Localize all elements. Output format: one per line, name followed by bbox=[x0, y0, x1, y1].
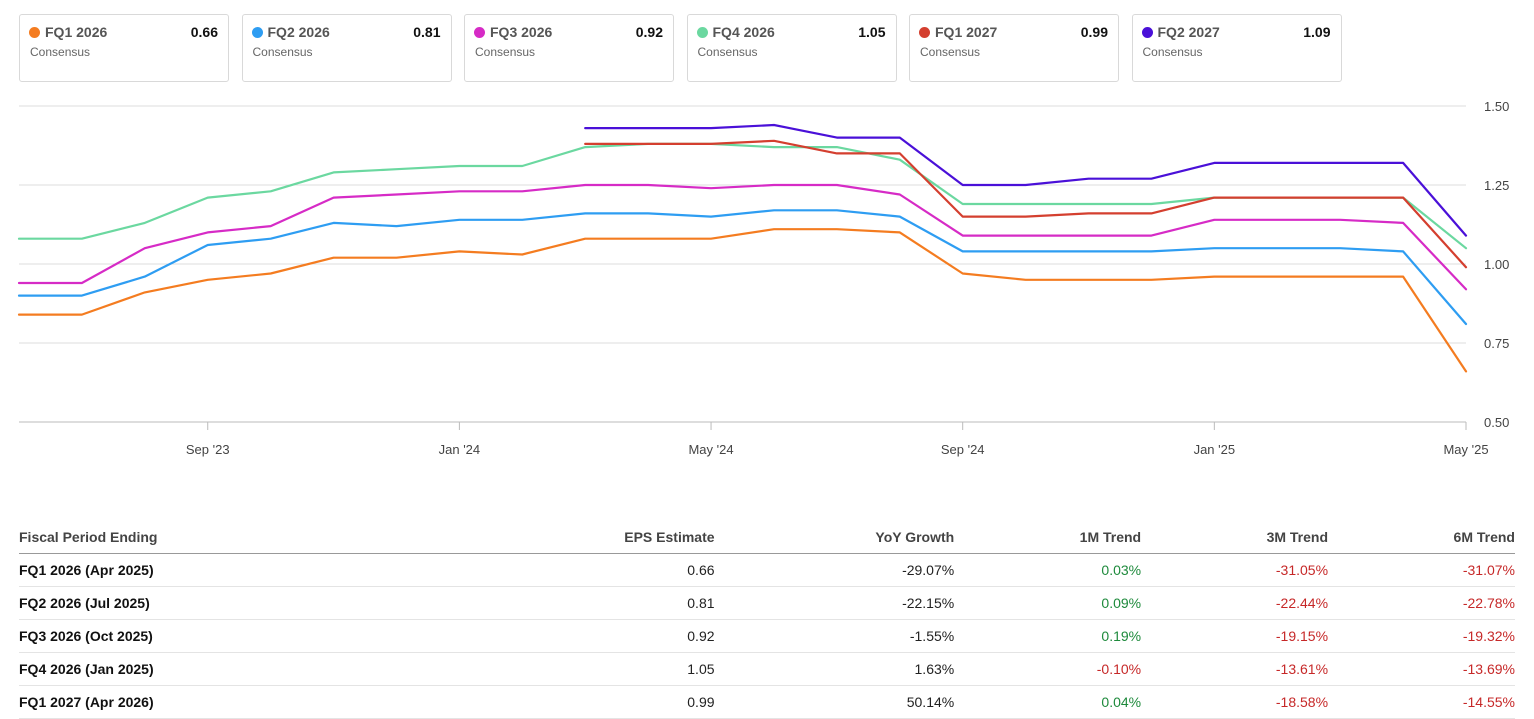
table-cell-0: FQ1 2026 (Apr 2025) bbox=[19, 553, 441, 587]
table-cell-4: -22.44% bbox=[1141, 586, 1329, 620]
table-cell-4: -19.15% bbox=[1141, 619, 1329, 653]
x-tick-label: Jan '25 bbox=[1194, 442, 1236, 457]
y-tick-label: 1.50 bbox=[1484, 99, 1509, 114]
table-cell-4: -13.61% bbox=[1141, 652, 1329, 686]
table-cell-2: -1.55% bbox=[714, 619, 955, 653]
y-tick-label: 1.25 bbox=[1484, 178, 1509, 193]
legend-series-name: FQ3 2026 bbox=[490, 24, 553, 40]
table-cell-1: 1.05 bbox=[440, 652, 715, 686]
legend-dot-icon bbox=[919, 27, 930, 38]
legend-card-0[interactable]: FQ1 2026 0.66 Consensus bbox=[19, 14, 229, 82]
table-cell-2: -29.07% bbox=[714, 553, 955, 587]
column-header-2[interactable]: YoY Growth bbox=[714, 520, 955, 554]
table-cell-0: FQ3 2026 (Oct 2025) bbox=[19, 619, 441, 653]
series-line-4 bbox=[584, 139, 1468, 269]
table-cell-2: 1.63% bbox=[714, 652, 955, 686]
table-cell-3: 0.19% bbox=[954, 619, 1142, 653]
series-line-2 bbox=[17, 183, 1468, 291]
x-tick-label: May '25 bbox=[1443, 442, 1488, 457]
table-row: FQ2 2026 (Jul 2025) 0.81 -22.15% 0.09% -22.4… bbox=[19, 586, 1515, 620]
legend-card-3[interactable]: FQ4 2026 1.05 Consensus bbox=[686, 14, 897, 82]
table-cell-0: FQ2 2026 (Jul 2025) bbox=[19, 586, 441, 620]
table-row: FQ4 2026 (Jan 2025) 1.05 1.63% -0.10% -13.61… bbox=[19, 652, 1515, 686]
table-cell-0: FQ1 2027 (Apr 2026) bbox=[19, 685, 441, 719]
column-header-4[interactable]: 3M Trend bbox=[1141, 520, 1329, 554]
legend-series-value: 0.99 bbox=[1080, 24, 1108, 40]
legend-series-value: 0.92 bbox=[635, 24, 663, 40]
legend-series-sub: Consensus bbox=[920, 45, 981, 59]
table-cell-3: 0.04% bbox=[954, 685, 1142, 719]
column-header-3[interactable]: 1M Trend bbox=[954, 520, 1142, 554]
table-cell-5: -13.69% bbox=[1328, 652, 1515, 686]
y-tick-label: 0.75 bbox=[1484, 336, 1509, 351]
x-tick-label: Sep '23 bbox=[186, 442, 230, 457]
legend-series-sub: Consensus bbox=[475, 45, 536, 59]
x-tick-label: May '24 bbox=[688, 442, 733, 457]
table-cell-5: -31.07% bbox=[1328, 553, 1515, 587]
legend-card-1[interactable]: FQ2 2026 0.81 Consensus bbox=[241, 14, 452, 82]
legend-series-name: FQ2 2027 bbox=[1157, 24, 1220, 40]
series-line-0 bbox=[17, 228, 1468, 373]
table-cell-4: -31.05% bbox=[1141, 553, 1329, 587]
table-cell-0: FQ4 2026 (Jan 2025) bbox=[19, 652, 441, 686]
table-row: FQ3 2026 (Oct 2025) 0.92 -1.55% 0.19% -19.15… bbox=[19, 619, 1515, 653]
legend-dot-icon bbox=[29, 27, 40, 38]
legend-series-name: FQ2 2026 bbox=[267, 24, 330, 40]
table-cell-1: 0.81 bbox=[440, 586, 715, 620]
legend-dot-icon bbox=[251, 27, 263, 38]
legend-series-sub: Consensus bbox=[30, 45, 91, 59]
legend-series-value: 0.66 bbox=[190, 24, 218, 40]
legend-series-name: FQ1 2026 bbox=[45, 24, 108, 40]
table-cell-5: -19.32% bbox=[1328, 619, 1515, 653]
table-cell-5: -22.78% bbox=[1328, 586, 1515, 620]
series-line-5 bbox=[584, 123, 1468, 237]
legend-dot-icon bbox=[474, 27, 485, 38]
legend-card-5[interactable]: FQ2 2027 1.09 Consensus bbox=[1131, 14, 1342, 82]
column-header-5[interactable]: 6M Trend bbox=[1328, 520, 1515, 554]
legend-dot-icon bbox=[1141, 27, 1153, 38]
table-cell-1: 0.92 bbox=[440, 619, 715, 653]
eps-table: Fiscal Period Ending EPS Estimate YoY Grow… bbox=[19, 520, 1515, 719]
x-tick-label: Jan '24 bbox=[439, 442, 481, 457]
legend-series-name: FQ4 2026 bbox=[712, 24, 775, 40]
table-cell-2: 50.14% bbox=[714, 685, 955, 719]
legend-series-value: 1.05 bbox=[858, 24, 886, 40]
legend-series-sub: Consensus bbox=[252, 45, 313, 59]
legend-series-name: FQ1 2027 bbox=[935, 24, 998, 40]
table-cell-3: -0.10% bbox=[954, 652, 1142, 686]
table-row: FQ1 2026 (Apr 2025) 0.66 -29.07% 0.03% -31.0… bbox=[19, 553, 1515, 587]
table-cell-2: -22.15% bbox=[714, 586, 955, 620]
column-header-1[interactable]: EPS Estimate bbox=[440, 520, 715, 554]
legend-series-sub: Consensus bbox=[697, 45, 758, 59]
y-tick-label: 0.50 bbox=[1484, 415, 1509, 430]
table-cell-1: 0.66 bbox=[440, 553, 715, 587]
legend-card-4[interactable]: FQ1 2027 0.99 Consensus bbox=[909, 14, 1119, 82]
series-line-3 bbox=[17, 142, 1468, 250]
legend-series-value: 1.09 bbox=[1303, 24, 1331, 40]
table-cell-1: 0.99 bbox=[440, 685, 715, 719]
series-line-1 bbox=[17, 209, 1468, 326]
table-cell-5: -14.55% bbox=[1328, 685, 1515, 719]
table-cell-4: -18.58% bbox=[1141, 685, 1329, 719]
legend-series-sub: Consensus bbox=[1142, 45, 1203, 59]
table-cell-3: 0.09% bbox=[954, 586, 1142, 620]
table-header-row: Fiscal Period Ending EPS Estimate YoY Grow… bbox=[19, 520, 1515, 554]
table-row: FQ1 2027 (Apr 2026) 0.99 50.14% 0.04% -18.58… bbox=[19, 685, 1515, 719]
column-header-0[interactable]: Fiscal Period Ending bbox=[19, 520, 441, 554]
x-tick-label: Sep '24 bbox=[941, 442, 985, 457]
chart-svg: 0.50 0.75 1.00 1.25 1.50 Sep '23 Jan '24 May '2… bbox=[17, 99, 1509, 457]
table-cell-3: 0.03% bbox=[954, 553, 1142, 587]
eps-chart: 0.50 0.75 1.00 1.25 1.50 Sep '23 Jan '24 May '2… bbox=[0, 90, 1534, 470]
legend-dot-icon bbox=[696, 27, 708, 38]
legend-card-2[interactable]: FQ3 2026 0.92 Consensus bbox=[464, 14, 674, 82]
table-body: FQ1 2026 (Apr 2025) 0.66 -29.07% 0.03% -31.0… bbox=[19, 553, 1515, 719]
y-tick-label: 1.00 bbox=[1484, 257, 1509, 272]
legend-series-value: 0.81 bbox=[413, 24, 441, 40]
